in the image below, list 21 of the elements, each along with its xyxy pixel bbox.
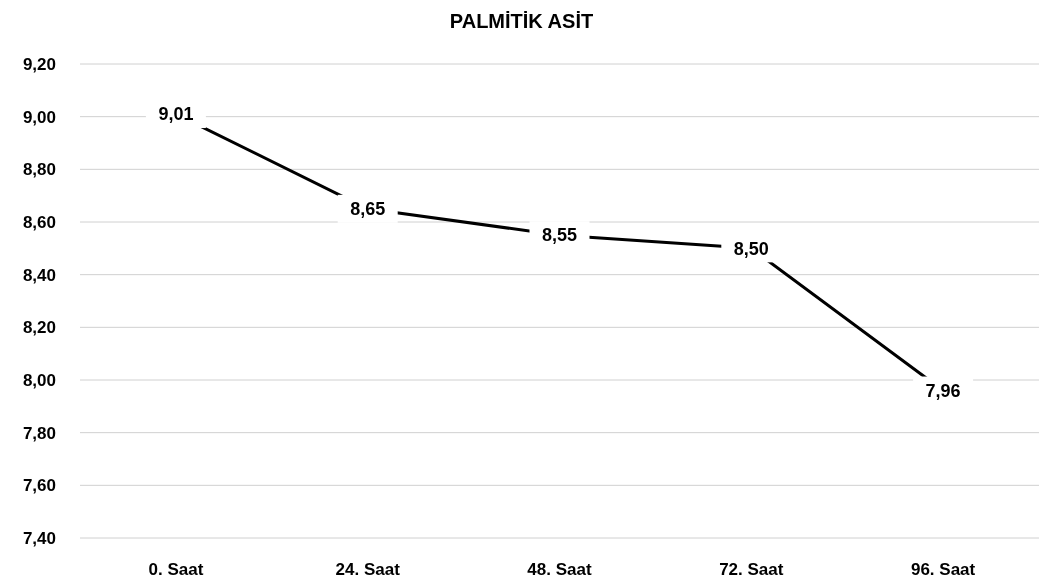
- x-tick-label: 72. Saat: [719, 560, 784, 579]
- y-tick-label: 7,40: [22, 528, 56, 548]
- x-tick-label: 0. Saat: [148, 560, 204, 579]
- y-tick-label: 8,80: [22, 160, 56, 180]
- data-label: 8,55: [541, 225, 578, 246]
- x-tick-label: 48. Saat: [527, 560, 592, 579]
- y-tick-label: 9,00: [22, 107, 56, 127]
- y-tick-label: 7,60: [22, 476, 56, 496]
- data-label: 9,01: [158, 104, 194, 125]
- y-tick-label: 7,80: [22, 423, 56, 443]
- data-label: 7,96: [925, 380, 961, 401]
- y-tick-label: 8,20: [22, 318, 56, 338]
- x-tick-label: 24. Saat: [335, 560, 401, 579]
- chart-title: PALMİTİK ASİT: [449, 10, 594, 32]
- y-tick-label: 9,20: [22, 54, 56, 74]
- y-tick-label: 8,60: [22, 212, 56, 232]
- y-tick-label: 8,40: [22, 265, 56, 285]
- data-label: 8,50: [733, 238, 769, 259]
- x-tick-label: 96. Saat: [910, 560, 976, 579]
- y-tick-label: 8,00: [22, 370, 56, 390]
- data-label: 8,65: [350, 199, 386, 220]
